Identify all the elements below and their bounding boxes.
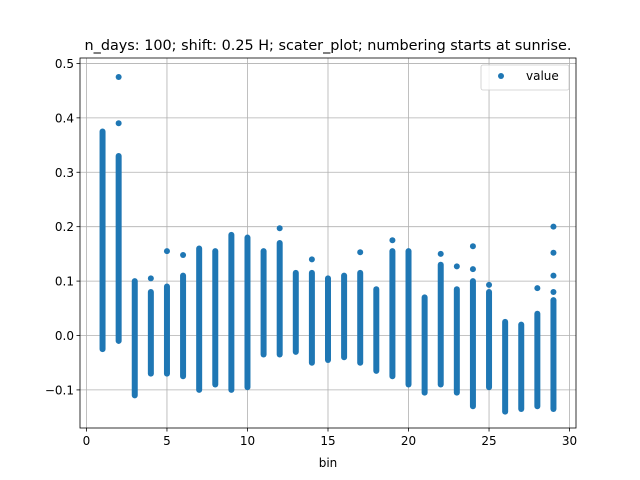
data-point-column	[308, 269, 315, 366]
data-point	[357, 249, 364, 256]
data-point	[550, 272, 557, 279]
x-tick-label: 5	[163, 434, 171, 448]
x-tick-label: 15	[320, 434, 335, 448]
data-point-column	[405, 248, 412, 388]
data-point	[469, 243, 476, 250]
data-point-column	[131, 278, 138, 399]
y-tick-label: 0.2	[55, 220, 74, 234]
grid-lines	[80, 58, 576, 428]
data-point-column	[486, 288, 493, 391]
data-point	[534, 285, 541, 292]
data-point	[308, 256, 315, 263]
data-point-column	[550, 297, 557, 412]
x-tick-label: 25	[481, 434, 496, 448]
data-point-column	[341, 272, 348, 361]
data-point	[389, 237, 396, 244]
data-point	[180, 251, 187, 258]
data-point-column	[244, 234, 251, 391]
legend-marker	[498, 73, 504, 79]
data-points	[99, 74, 557, 415]
data-point	[147, 275, 154, 282]
data-point-column	[421, 294, 428, 396]
data-point	[115, 74, 122, 81]
y-tick-label: 0.0	[55, 329, 74, 343]
data-point-column	[518, 321, 525, 412]
data-point	[453, 263, 460, 270]
data-point	[469, 266, 476, 273]
data-point-column	[115, 152, 122, 344]
data-point-column	[276, 240, 283, 358]
x-tick-label: 30	[562, 434, 577, 448]
data-point-column	[469, 278, 476, 410]
data-point-column	[437, 261, 444, 388]
data-point-column	[147, 288, 154, 377]
data-point	[163, 248, 170, 255]
legend: value	[480, 64, 570, 91]
data-point-column	[260, 248, 267, 358]
data-point-column	[212, 248, 219, 388]
data-point-column	[292, 269, 299, 355]
x-axis-ticks: 0 5 10 15 20 25 30	[83, 428, 577, 448]
legend-label: value	[526, 69, 559, 83]
data-point-column	[534, 310, 541, 410]
data-point	[115, 120, 122, 127]
y-tick-label: 0.3	[55, 166, 74, 180]
chart-title: n_days: 100; shift: 0.25 H; scater_plot;…	[85, 38, 572, 54]
x-tick-label: 10	[240, 434, 255, 448]
data-point	[550, 223, 557, 230]
data-point-column	[228, 231, 235, 393]
data-point-column	[389, 248, 396, 380]
x-axis-label: bin	[319, 456, 338, 470]
y-tick-label: −0.1	[45, 383, 74, 397]
data-point-column	[180, 272, 187, 380]
data-point	[486, 281, 493, 288]
data-point-column	[325, 275, 331, 363]
y-axis-ticks: −0.1 0.0 0.1 0.2 0.3 0.4 0.5	[45, 57, 80, 397]
x-tick-label: 20	[401, 434, 416, 448]
data-point-column	[373, 286, 380, 374]
legend-box	[480, 64, 570, 91]
data-point-column	[357, 269, 364, 366]
y-tick-label: 0.5	[55, 57, 74, 71]
data-point-column	[453, 286, 460, 396]
data-point-column	[502, 318, 509, 415]
data-point-column	[163, 283, 170, 377]
data-point	[550, 249, 557, 256]
data-point	[550, 288, 557, 295]
data-point	[437, 250, 444, 257]
x-tick-label: 0	[83, 434, 91, 448]
data-point-column	[196, 245, 203, 393]
data-point-column	[99, 128, 106, 353]
data-point	[276, 225, 283, 232]
y-tick-label: 0.4	[55, 111, 74, 125]
y-tick-label: 0.1	[55, 275, 74, 289]
